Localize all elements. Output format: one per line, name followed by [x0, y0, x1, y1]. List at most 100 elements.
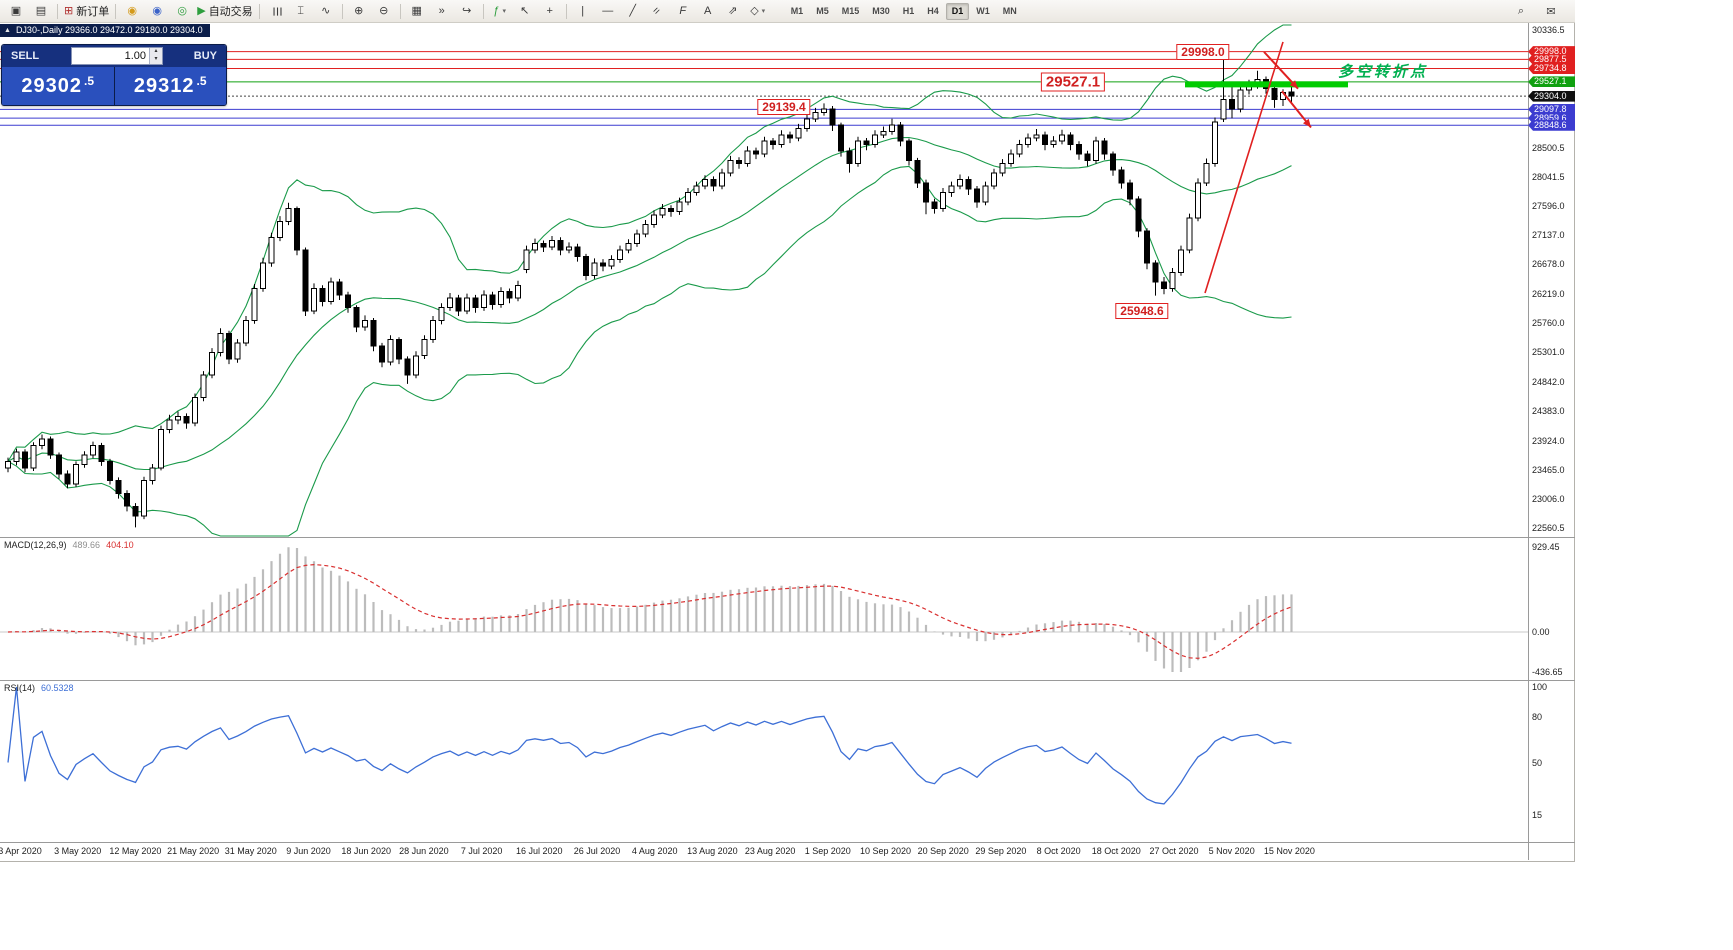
- arrows-icon[interactable]: ⇗: [721, 2, 745, 20]
- rsi-name: RSI(14): [4, 683, 36, 693]
- sell-button[interactable]: 29302 .5: [2, 67, 114, 105]
- candle-body: [523, 249, 530, 270]
- shapes-icon[interactable]: ◇ ▾: [746, 2, 770, 20]
- candle-body: [829, 108, 836, 126]
- tile-windows-icon[interactable]: ▦: [405, 2, 429, 20]
- candle-body: [821, 108, 827, 113]
- chart-shift-icon[interactable]: ↪: [455, 2, 479, 20]
- timeframe-m1[interactable]: M1: [790, 5, 804, 16]
- candle-body: [566, 246, 572, 251]
- bar-chart-icon[interactable]: ☰: [264, 2, 288, 20]
- toolbar-separator: [341, 3, 343, 19]
- zoom-in-icon[interactable]: ⊕: [347, 2, 371, 20]
- price-axis-label: 28500.5: [1532, 142, 1565, 153]
- crosshair-icon[interactable]: +: [538, 2, 562, 20]
- candle-body: [81, 454, 88, 466]
- candle-body: [1135, 198, 1142, 232]
- dropdown-caret-icon: ▾: [761, 8, 766, 15]
- one-click-collapse-icon[interactable]: ▲: [4, 27, 11, 34]
- toolbar-right-group: ⌕ ✉: [1509, 2, 1563, 20]
- auto-scroll-icon[interactable]: »: [430, 2, 454, 20]
- cursor-icon[interactable]: ↖: [513, 2, 537, 20]
- timeframe-w1[interactable]: W1: [976, 5, 990, 16]
- line-chart-icon[interactable]: ∿: [314, 2, 338, 20]
- channel-icon[interactable]: =: [646, 2, 670, 20]
- one-click-trading-panel: SELL 1.00 ▴ ▾ BUY 29302 .5 29312 .5: [1, 44, 227, 106]
- candlestick-chart-icon[interactable]: ⌶: [289, 2, 313, 20]
- annotation-arrow[interactable]: [1263, 51, 1299, 90]
- candle-body: [285, 208, 292, 222]
- candle-body: [319, 288, 326, 302]
- candle-body: [64, 473, 71, 485]
- autotrading-button[interactable]: ▶ 自动交易: [195, 2, 254, 20]
- macd-signal-value: 404.10: [106, 540, 134, 550]
- candle-body: [668, 208, 674, 213]
- buy-price-pips: .5: [196, 74, 207, 88]
- timeframe-h1[interactable]: H1: [902, 5, 915, 16]
- accounts-icon-glyph: ◉: [152, 4, 163, 17]
- indicators-icon[interactable]: ƒ ▾: [488, 2, 512, 20]
- price-axis-tag: 28959.6: [1528, 112, 1575, 124]
- annotation-arrowhead: [1289, 80, 1298, 89]
- price-axis-label: 27137.0: [1532, 229, 1565, 240]
- turning-point-annotation[interactable]: 多空转折点: [1338, 63, 1429, 81]
- price-annotation-flag[interactable]: 29139.4: [757, 98, 811, 115]
- volume-increase-icon[interactable]: ▴: [150, 48, 162, 56]
- candle-body: [727, 159, 734, 174]
- candle-body: [549, 240, 555, 248]
- price-annotation-flag[interactable]: 29998.0: [1176, 43, 1230, 60]
- candle-body: [685, 191, 691, 203]
- candle-body: [396, 339, 402, 360]
- community-icon[interactable]: ◎: [170, 2, 194, 20]
- text-icon-glyph: A: [704, 4, 712, 17]
- volume-input[interactable]: 1.00 ▴ ▾: [71, 47, 163, 65]
- accounts-icon[interactable]: ◉: [145, 2, 169, 20]
- candle-body: [421, 339, 428, 357]
- volume-decrease-icon[interactable]: ▾: [150, 56, 162, 64]
- candle-body: [1152, 262, 1159, 283]
- trendline-icon[interactable]: ╱: [621, 2, 645, 20]
- text-icon[interactable]: A: [696, 2, 720, 20]
- candle-body: [906, 140, 912, 161]
- candle-body: [1050, 140, 1057, 145]
- crosshair-icon-glyph: +: [546, 4, 553, 17]
- deposit-icon[interactable]: ◉: [120, 2, 144, 20]
- timeframe-d1[interactable]: D1: [945, 2, 970, 20]
- macd-name: MACD(12,26,9): [4, 540, 67, 550]
- candle-body: [115, 480, 122, 494]
- ascending-trendline[interactable]: [1204, 41, 1284, 294]
- timeframe-h4[interactable]: H4: [927, 5, 939, 16]
- timeframe-mn[interactable]: MN: [1002, 5, 1017, 16]
- chart-shift-icon-glyph: ↪: [462, 4, 472, 17]
- vertical-line-icon[interactable]: |: [571, 2, 595, 20]
- chart-profiles-icon[interactable]: ▤: [29, 2, 53, 20]
- search-icon[interactable]: ⌕: [1517, 4, 1525, 17]
- timeframe-m30[interactable]: M30: [872, 5, 890, 16]
- zoom-out-icon[interactable]: ⊖: [372, 2, 396, 20]
- timeframe-m5[interactable]: M5: [816, 5, 829, 16]
- macd-main-value: 489.66: [72, 540, 101, 550]
- date-axis-label: 4 Aug 2020: [631, 846, 678, 856]
- candle-body: [22, 451, 28, 469]
- buy-button[interactable]: 29312 .5: [114, 67, 226, 105]
- candle-body: [540, 243, 547, 248]
- candle-body: [880, 131, 887, 136]
- price-annotation-flag[interactable]: 29527.1: [1040, 72, 1106, 92]
- timeframe-m15[interactable]: M15: [841, 5, 860, 16]
- price-annotation-flag[interactable]: 25948.6: [1115, 303, 1169, 319]
- auto-scroll-icon-glyph: »: [438, 4, 445, 17]
- horizontal-line-icon[interactable]: —: [596, 2, 620, 20]
- line-chart-icon-glyph: ∿: [321, 4, 331, 17]
- new-chart-icon[interactable]: ▣: [4, 2, 28, 20]
- candle-body: [1229, 99, 1235, 110]
- candle-body: [13, 451, 20, 462]
- candle-body: [693, 185, 700, 193]
- candle-body: [761, 140, 768, 155]
- candle-body: [965, 179, 972, 190]
- fibonacci-icon[interactable]: F: [671, 2, 695, 20]
- chart-profiles-icon-glyph: ▤: [35, 4, 47, 17]
- price-axis-label: 28041.5: [1532, 171, 1565, 182]
- community-chat-icon[interactable]: ✉: [1546, 5, 1556, 18]
- new-order-button[interactable]: ⊞ 新订单: [62, 2, 111, 20]
